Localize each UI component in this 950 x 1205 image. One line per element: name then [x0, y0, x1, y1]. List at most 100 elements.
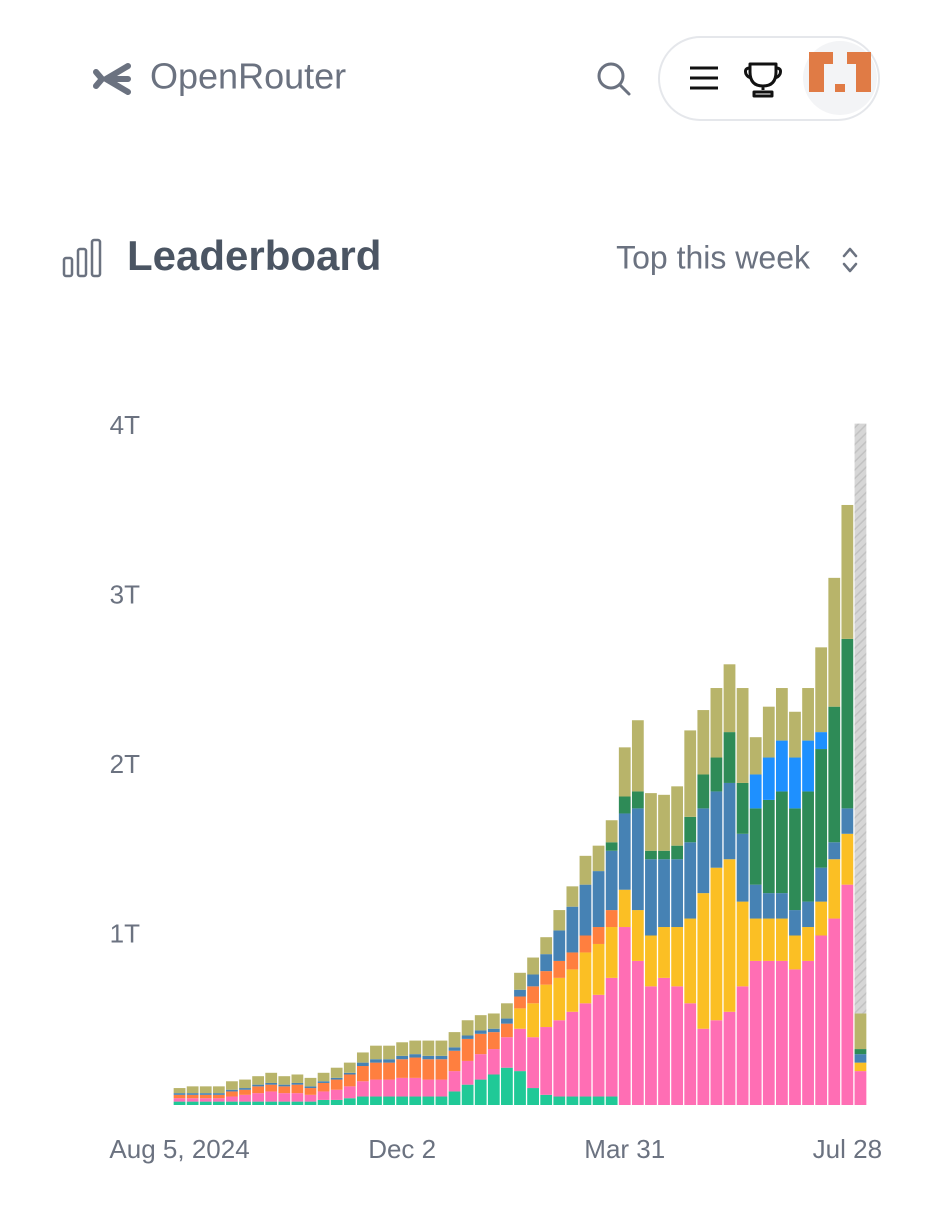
bar-segment: [631, 720, 644, 792]
bar-segment: [212, 1098, 225, 1102]
bar-segment: [605, 850, 618, 911]
bar-segment: [212, 1093, 225, 1095]
avatar-button[interactable]: [803, 41, 877, 115]
bar-segment: [762, 757, 775, 800]
bar-segment: [723, 859, 736, 1012]
bar-segment: [815, 647, 828, 733]
y-tick-label: 1T: [110, 918, 140, 948]
bar-segment: [671, 986, 684, 1105]
bar-segment: [370, 1059, 382, 1063]
bar-segment: [514, 989, 526, 997]
bar-segment: [566, 1011, 579, 1097]
bar-segment: [304, 1086, 317, 1089]
bar-segment: [618, 813, 631, 890]
bar-segment: [605, 927, 618, 978]
brand-logo: [93, 63, 131, 95]
bar-segment: [775, 893, 788, 919]
bar-segment: [749, 884, 762, 919]
bar-segment: [265, 1082, 278, 1085]
search-icon: [597, 62, 625, 90]
bar-segment: [605, 820, 618, 843]
bar-segment: [645, 935, 657, 987]
bar-segment: [618, 796, 631, 814]
bar-segment: [527, 1088, 539, 1105]
bar-segment: [736, 688, 749, 783]
bar-segment: [645, 793, 657, 851]
bar-segment: [592, 871, 605, 928]
bar-segment: [697, 808, 710, 894]
bar-segment: [435, 1055, 448, 1060]
bar-segment: [199, 1098, 212, 1102]
bar-segment: [762, 799, 775, 894]
rankings-button[interactable]: [744, 62, 782, 98]
bar-segment: [553, 960, 566, 978]
bar-segment: [736, 901, 749, 987]
bar-segment: [461, 1084, 474, 1105]
bar-segment: [278, 1084, 291, 1087]
bar-segment: [749, 774, 762, 809]
bar-segment: [802, 791, 814, 902]
bar-segment: [658, 794, 670, 851]
bar-segment: [828, 918, 841, 1105]
bar-segment: [501, 1023, 513, 1038]
bar-segment: [540, 984, 553, 1028]
bar-segment: [749, 918, 762, 961]
bar-segment: [435, 1040, 448, 1056]
bar-segment: [252, 1086, 265, 1094]
bar-segment: [710, 757, 723, 792]
bar-segment: [291, 1101, 304, 1105]
bar-segment: [461, 1020, 474, 1036]
bar-segment: [252, 1101, 265, 1105]
bar-segment: [540, 1094, 553, 1105]
bar-segment: [370, 1045, 382, 1060]
bar-segment: [409, 1054, 422, 1058]
bar-segment: [330, 1089, 343, 1100]
bar-segment: [723, 664, 736, 733]
menu-button[interactable]: [690, 66, 718, 90]
bar-segment: [186, 1094, 199, 1099]
bar-segment: [671, 927, 684, 987]
bar-segment: [173, 1088, 186, 1094]
bar-segment: [605, 842, 618, 851]
bar-segment: [186, 1086, 199, 1094]
bar-segment: [684, 918, 697, 1004]
period-select[interactable]: Top this week: [616, 239, 858, 275]
bar-segment: [579, 1003, 592, 1097]
bar-segment: [566, 906, 579, 953]
bar-segment: [199, 1086, 212, 1094]
bar-segment: [789, 935, 801, 970]
bar-segment: [658, 859, 670, 928]
search-button[interactable]: [597, 62, 631, 96]
bar-segment: [592, 994, 605, 1097]
bar-segment: [775, 960, 788, 1105]
bar-segment: [265, 1091, 278, 1102]
x-tick-label: Jul 28: [813, 1134, 882, 1164]
bar-segment: [226, 1101, 238, 1105]
bar-segment: [789, 757, 801, 809]
bar-segment: [514, 972, 526, 990]
bar-segment: [815, 749, 828, 868]
bar-segment: [802, 960, 814, 1105]
bar-segment: [343, 1086, 356, 1099]
bar-segment: [356, 1062, 369, 1067]
bar-segment: [239, 1089, 251, 1095]
bar-segment: [762, 893, 775, 919]
bar-segment: [265, 1101, 278, 1105]
bar-segment: [474, 1054, 487, 1080]
bar-segment: [723, 1011, 736, 1105]
bar-segment: [579, 884, 592, 936]
bar-segment: [802, 740, 814, 792]
bar-segment: [710, 867, 723, 1021]
bar-segment: [749, 737, 762, 775]
bar-segment: [618, 927, 631, 1105]
bar-segment: [736, 833, 749, 902]
bar-segment: [618, 747, 631, 797]
bar-segment: [343, 1098, 356, 1105]
bar-segment: [723, 732, 736, 783]
bar-segment: [448, 1050, 461, 1072]
bar-segment: [173, 1101, 186, 1105]
brand-link[interactable]: OpenRouter: [93, 56, 346, 97]
bar-segment: [291, 1084, 304, 1094]
bar-segment: [265, 1084, 278, 1092]
